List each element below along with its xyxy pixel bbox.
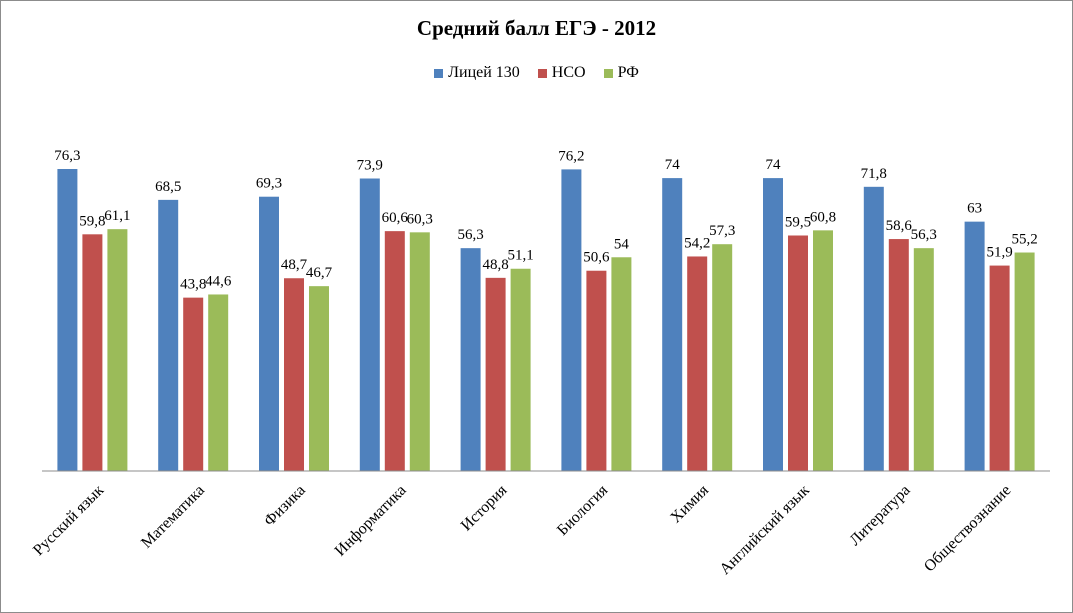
data-label-series-1-2: 68,5: [155, 179, 181, 195]
data-label-series-2-9: 58,6: [886, 218, 913, 234]
bar-series-3-9: [913, 248, 934, 471]
data-label-series-2-2: 43,8: [180, 277, 206, 293]
bar-series-3-10: [1014, 252, 1035, 471]
bar-series-1-8: [763, 178, 783, 471]
x-tick-label-1: Русский язык: [30, 482, 107, 559]
legend-label-series-2: НСО: [551, 64, 586, 81]
x-tick-label-4: Информатика: [332, 482, 410, 560]
legend-label-series-1: Лицей 130: [448, 64, 520, 81]
bar-series-2-9: [888, 239, 909, 471]
bar-series-2-6: [586, 270, 607, 471]
bar-series-3-3: [309, 286, 329, 471]
legend-label-series-3: РФ: [617, 64, 639, 81]
bar-series-3-8: [813, 230, 833, 471]
x-tick-label-3: Физика: [261, 482, 309, 530]
bar-series-1-3: [259, 196, 279, 471]
data-label-series-3-2: 44,6: [205, 273, 232, 289]
bar-series-3-2: [208, 294, 229, 471]
data-label-series-2-5: 48,8: [482, 257, 508, 273]
data-label-series-2-6: 50,6: [583, 250, 610, 266]
bar-series-1-7: [662, 178, 683, 471]
data-label-series-1-6: 76,2: [558, 148, 584, 164]
data-label-series-3-7: 57,3: [709, 223, 735, 239]
x-tick-label-10: Обществознание: [921, 482, 1015, 576]
data-label-series-1-8: 74: [766, 157, 782, 173]
data-label-series-2-7: 54,2: [684, 235, 710, 251]
data-label-series-2-1: 59,8: [79, 213, 105, 229]
legend-item-series-1: Лицей 130: [434, 64, 520, 82]
legend-item-series-3: РФ: [603, 64, 639, 82]
bar-series-1-9: [863, 186, 884, 471]
data-label-series-1-7: 74: [665, 157, 681, 173]
bar-series-3-7: [712, 244, 733, 471]
data-label-series-2-10: 51,9: [986, 245, 1012, 261]
bar-series-2-8: [788, 235, 808, 471]
bar-series-2-2: [183, 297, 204, 471]
data-label-series-3-1: 61,1: [104, 208, 130, 224]
bar-series-3-1: [107, 229, 128, 471]
legend-item-series-2: НСО: [537, 64, 586, 82]
bar-series-1-4: [359, 178, 380, 472]
x-tick-label-6: Биология: [554, 481, 612, 539]
x-tick-label-2: Математика: [138, 482, 208, 552]
data-label-series-3-4: 60,3: [407, 211, 433, 227]
data-label-series-1-10: 63: [967, 201, 982, 217]
data-label-series-3-3: 46,7: [306, 265, 333, 281]
bar-series-1-1: [57, 169, 78, 471]
data-label-series-3-10: 55,2: [1011, 232, 1037, 248]
bar-series-3-6: [611, 257, 632, 471]
data-label-series-2-8: 59,5: [785, 214, 811, 230]
legend-swatch-series-1: [434, 68, 444, 78]
data-label-series-2-4: 60,6: [382, 210, 409, 226]
x-tick-label-5: История: [458, 481, 511, 534]
data-label-series-1-1: 76,3: [54, 148, 80, 164]
data-label-series-1-3: 69,3: [256, 176, 282, 192]
bar-series-1-5: [460, 248, 481, 471]
chart-title: Средний балл ЕГЭ - 2012: [416, 16, 657, 40]
bar-series-2-5: [485, 277, 506, 471]
legend-swatch-series-2: [537, 68, 547, 78]
legend: Лицей 130 НСО РФ: [0, 64, 1073, 82]
bar-series-1-10: [964, 221, 985, 471]
data-label-series-1-4: 73,9: [357, 157, 383, 173]
bar-series-2-10: [989, 265, 1010, 471]
data-label-series-3-6: 54: [614, 236, 630, 252]
bar-series-2-1: [82, 234, 103, 471]
bar-series-2-4: [384, 231, 405, 471]
x-tick-label-8: Английский язык: [717, 482, 813, 578]
data-label-series-1-9: 71,8: [861, 166, 887, 182]
data-label-series-2-3: 48,7: [281, 257, 308, 273]
bar-series-3-4: [409, 232, 430, 471]
bar-series-1-6: [561, 169, 582, 471]
bar-series-2-7: [687, 256, 708, 471]
data-label-series-1-5: 56,3: [457, 227, 483, 243]
data-label-series-3-5: 51,1: [507, 248, 533, 264]
bar-series-3-5: [510, 268, 531, 471]
bar-series-1-2: [158, 199, 179, 471]
data-label-series-3-8: 60,8: [810, 209, 836, 225]
data-label-series-3-9: 56,3: [911, 227, 937, 243]
legend-swatch-series-3: [603, 68, 613, 78]
x-tick-label-7: Химия: [667, 481, 712, 526]
x-tick-label-9: Литература: [846, 482, 913, 549]
bar-series-2-3: [284, 278, 304, 471]
